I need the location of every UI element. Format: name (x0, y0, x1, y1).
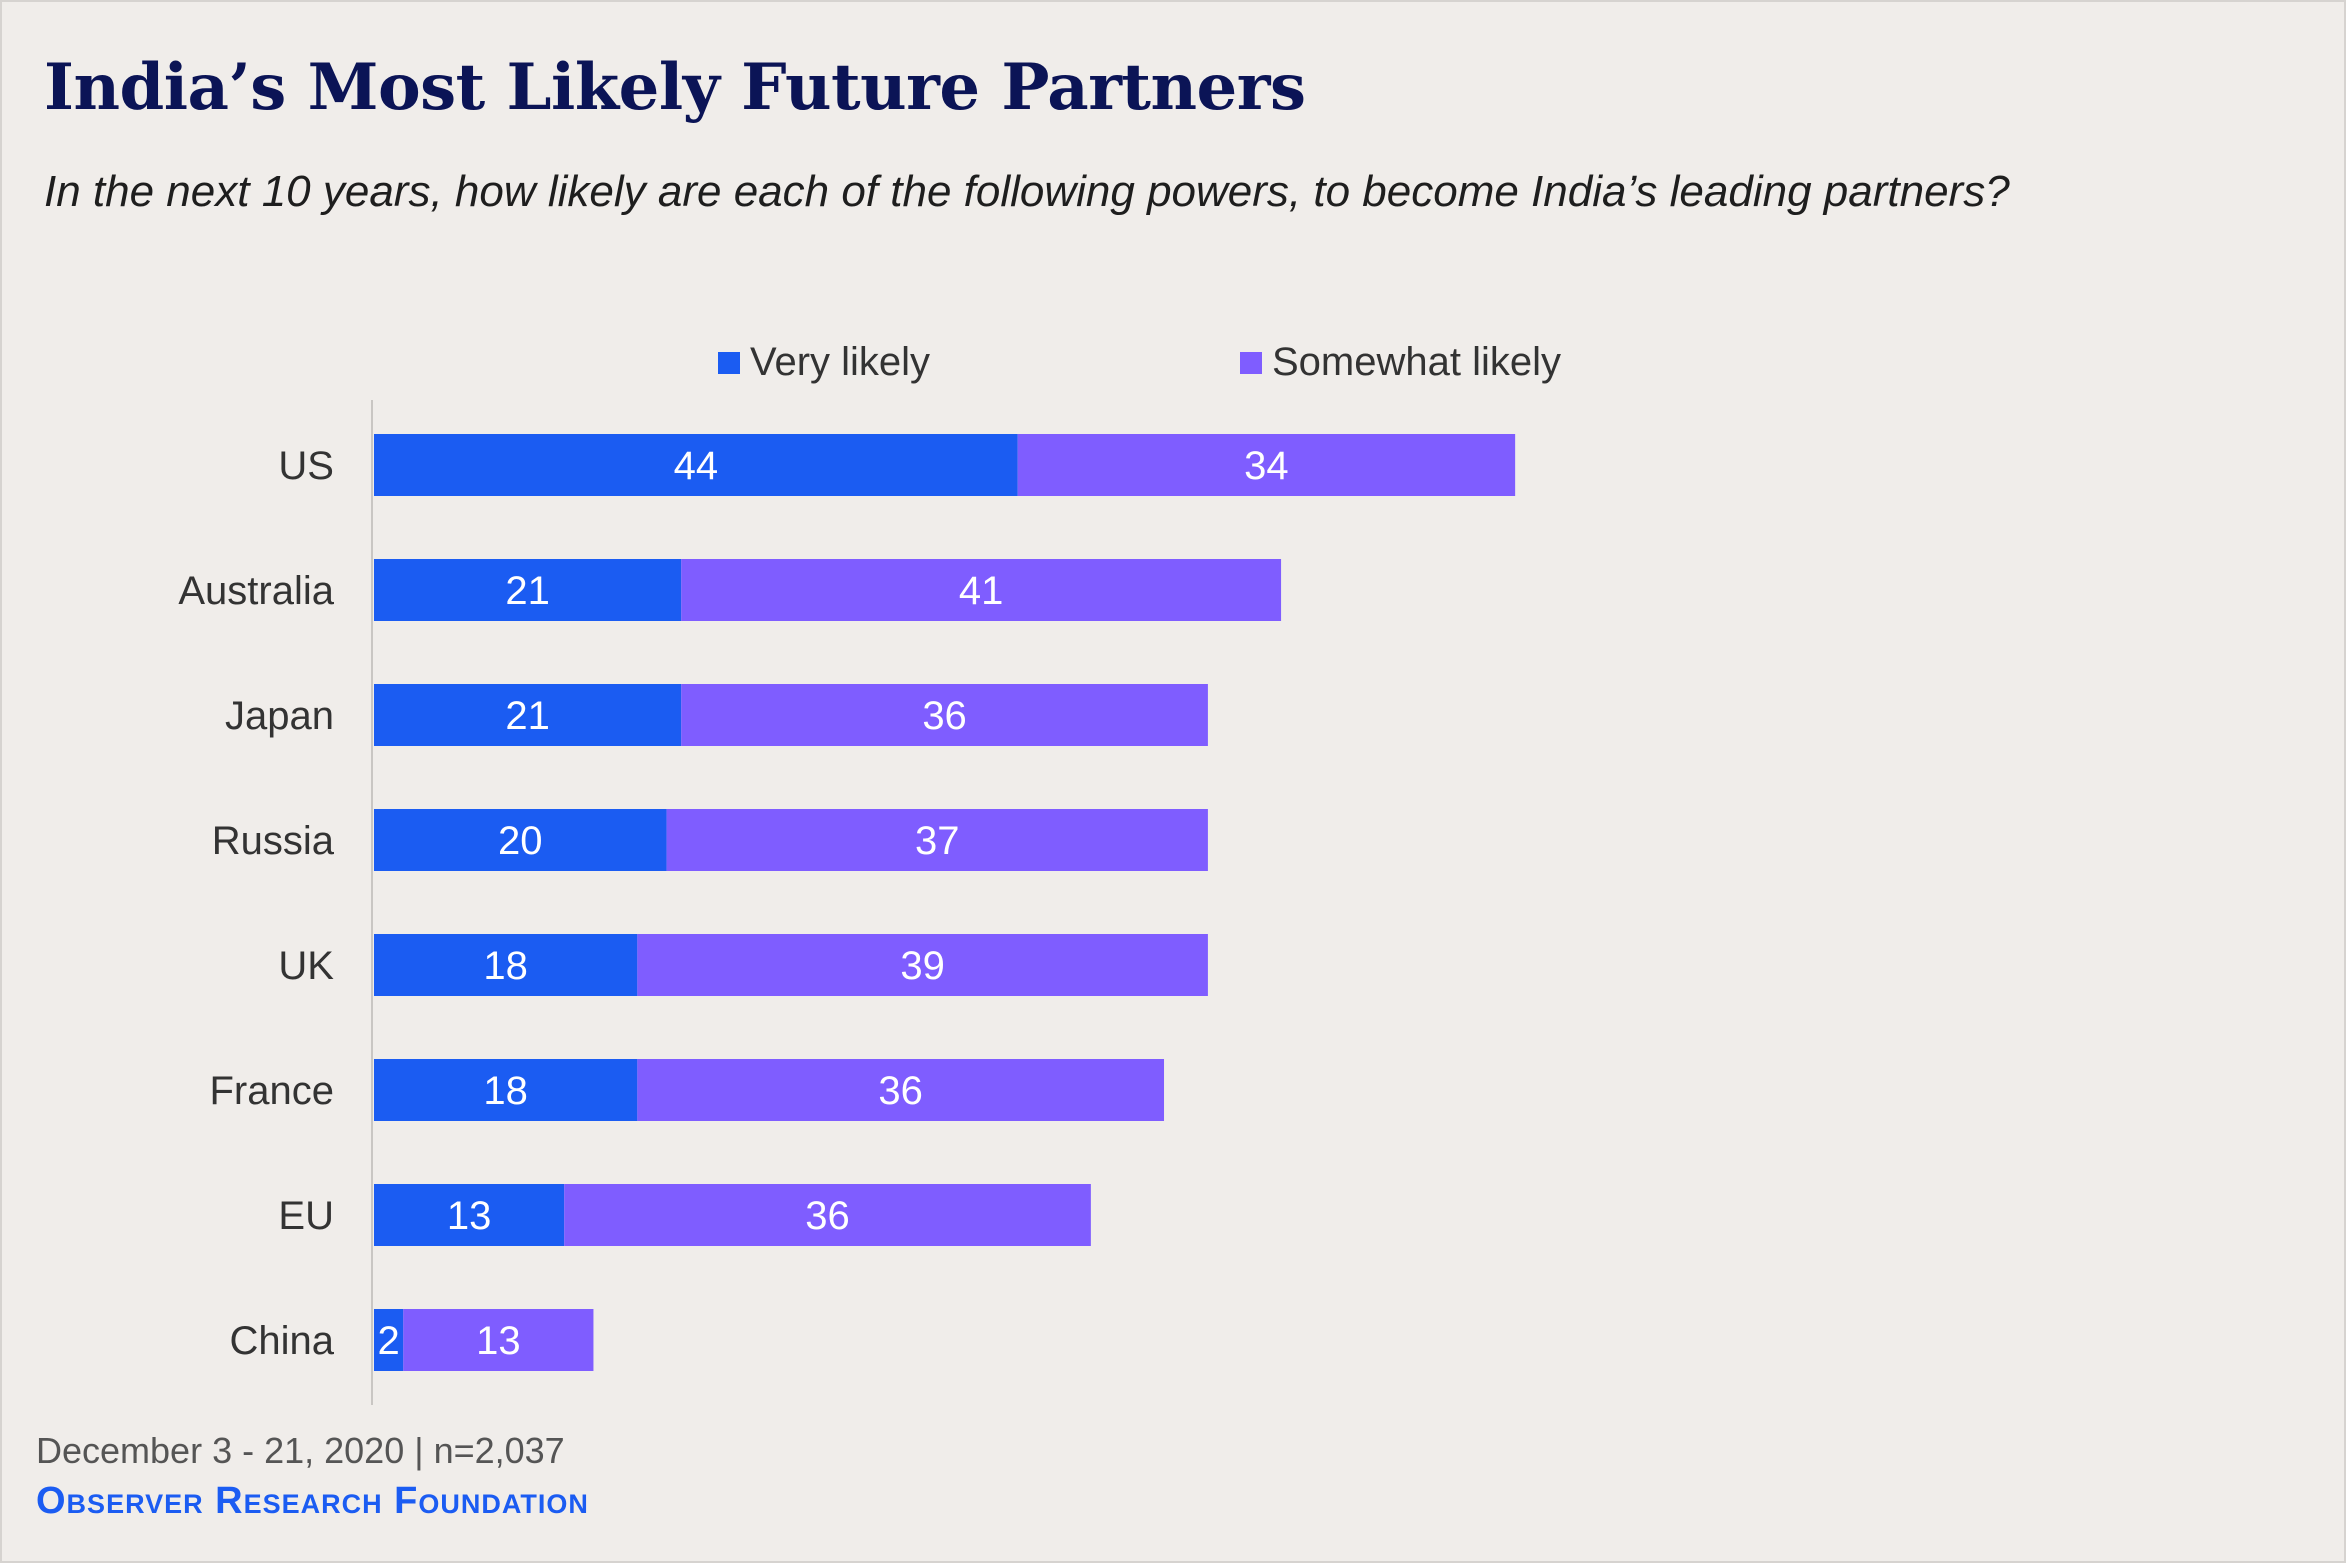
legend-swatch-very-likely (718, 351, 740, 374)
value-label-somewhat-likely-us: 34 (1244, 444, 1289, 488)
value-label-very-likely-eu: 13 (447, 1194, 492, 1238)
bar-very-likely-japan (374, 684, 682, 746)
footer-source: Observer Research Foundation (36, 1480, 589, 1522)
bar-somewhat-likely-china (403, 1309, 594, 1371)
value-label-very-likely-russia: 20 (498, 819, 543, 863)
bar-very-likely-france (374, 1059, 638, 1121)
category-label-china: China (229, 1319, 334, 1363)
legend-item-very-likely: Very likely (718, 340, 930, 385)
legend-swatch-somewhat-likely (1240, 351, 1262, 374)
bar-very-likely-uk (374, 934, 638, 996)
bar-somewhat-likely-us (1017, 434, 1516, 496)
value-label-very-likely-australia: 21 (505, 569, 550, 613)
legend-item-somewhat-likely: Somewhat likely (1240, 340, 1561, 385)
value-label-somewhat-likely-china: 13 (476, 1319, 521, 1363)
bar-somewhat-likely-eu (564, 1184, 1091, 1246)
category-label-australia: Australia (178, 569, 334, 613)
bar-very-likely-china (374, 1309, 404, 1371)
legend-label-very-likely: Very likely (750, 340, 931, 384)
footer-date: December 3 - 21, 2020 | n=2,037 (36, 1430, 565, 1471)
bar-somewhat-likely-russia (666, 809, 1208, 871)
value-label-very-likely-uk: 18 (483, 944, 528, 988)
value-label-somewhat-likely-australia: 41 (959, 569, 1004, 613)
bar-somewhat-likely-australia (681, 559, 1282, 621)
category-label-eu: EU (278, 1194, 334, 1238)
bar-very-likely-eu (374, 1184, 565, 1246)
value-label-very-likely-japan: 21 (505, 694, 550, 738)
category-label-japan: Japan (225, 694, 334, 738)
value-label-very-likely-france: 18 (483, 1069, 528, 1113)
bar-somewhat-likely-france (637, 1059, 1165, 1121)
bar-somewhat-likely-uk (637, 934, 1208, 996)
category-label-uk: UK (278, 944, 334, 988)
bar-very-likely-australia (374, 559, 682, 621)
category-label-russia: Russia (212, 819, 335, 863)
category-label-us: US (278, 444, 334, 488)
value-label-somewhat-likely-japan: 36 (922, 694, 967, 738)
legend-label-somewhat-likely: Somewhat likely (1272, 340, 1562, 384)
bar-very-likely-russia (374, 809, 667, 871)
value-label-somewhat-likely-france: 36 (878, 1069, 923, 1113)
bar-somewhat-likely-japan (681, 684, 1208, 746)
category-label-france: France (210, 1069, 335, 1113)
bar-very-likely-us (374, 434, 1018, 496)
value-label-very-likely-china: 2 (378, 1319, 400, 1363)
chart-title: India’s Most Likely Future Partners (44, 50, 1306, 125)
chart-subtitle: In the next 10 years, how likely are eac… (44, 167, 2010, 216)
value-label-somewhat-likely-russia: 37 (915, 819, 960, 863)
value-label-somewhat-likely-uk: 39 (900, 944, 945, 988)
value-label-very-likely-us: 44 (674, 444, 719, 488)
value-label-somewhat-likely-eu: 36 (805, 1194, 850, 1238)
